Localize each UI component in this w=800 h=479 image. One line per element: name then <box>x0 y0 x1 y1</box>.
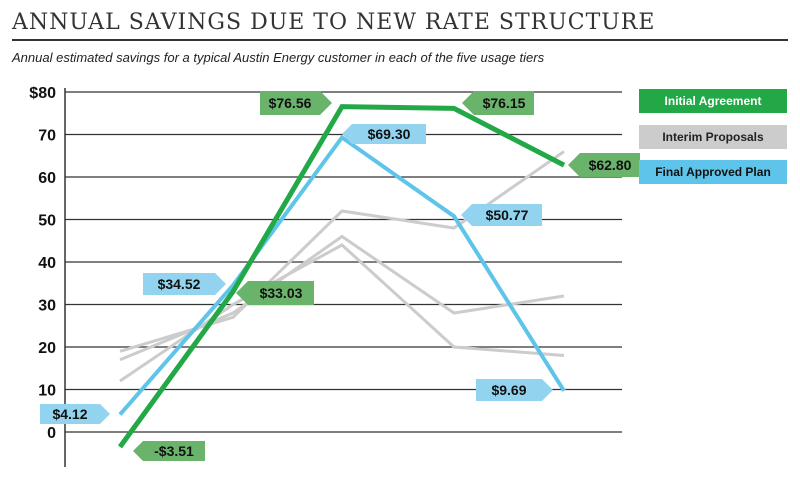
data-label-final-approved-plan-4-tag <box>461 204 542 226</box>
data-label-final-approved-plan-3: $69.30 <box>368 126 411 142</box>
data-label-final-approved-plan-5-tag <box>476 379 553 401</box>
y-tick-label-20: 20 <box>38 340 56 357</box>
legend-swatch-interim-proposals <box>639 125 787 149</box>
series-line-final-approved-plan <box>118 134 566 416</box>
y-tick-label-60: 60 <box>38 170 56 187</box>
data-label-initial-agreement-3: $76.56 <box>269 95 312 111</box>
data-label-initial-agreement-5-tag <box>568 153 640 177</box>
data-label-initial-agreement-4: $76.15 <box>483 95 526 111</box>
y-tick-label-40: 40 <box>38 255 56 272</box>
y-tick-label-30: 30 <box>38 298 56 315</box>
data-label-final-approved-plan-1-tag <box>40 404 110 424</box>
data-label-initial-agreement-3-tag <box>260 91 332 115</box>
chart-subtitle: Annual estimated savings for a typical A… <box>11 50 545 65</box>
data-label-final-approved-plan-5: $9.69 <box>491 382 526 398</box>
legend: Initial Agreement Interim Proposals Final … <box>639 89 787 184</box>
y-tick-label-10: 10 <box>38 383 56 400</box>
data-label-final-approved-plan-2: $34.52 <box>158 276 201 292</box>
series-line-interim-proposals-1 <box>119 150 565 353</box>
legend-label-initial-agreement: Initial Agreement <box>665 94 762 108</box>
data-label-initial-agreement-1-tag <box>133 441 205 461</box>
legend-label-final-approved-plan: Final Approved Plan <box>655 165 771 179</box>
series-lines <box>117 104 566 449</box>
data-label-initial-agreement-4-tag <box>462 91 534 115</box>
y-tick-label-80: $80 <box>29 85 56 102</box>
grid-lines <box>64 88 622 467</box>
y-axis-ticks: $80 70 60 50 40 30 20 10 0 <box>29 85 56 442</box>
data-labels: -$3.51 $33.03 $76.56 $76.15 $62.80 $4.12 $34.5… <box>40 91 640 461</box>
series-line-interim-proposals-3 <box>119 243 565 383</box>
chart-title: ANNUAL SAVINGS DUE TO NEW RATE STRUCTURE <box>11 10 655 35</box>
series-line-initial-agreement <box>117 104 566 449</box>
data-label-final-approved-plan-3-tag <box>342 124 426 144</box>
data-label-initial-agreement-2: $33.03 <box>260 285 303 301</box>
data-label-initial-agreement-1: -$3.51 <box>154 443 194 459</box>
legend-swatch-initial-agreement <box>639 89 787 113</box>
y-tick-label-50: 50 <box>38 213 56 230</box>
y-tick-label-70: 70 <box>38 128 56 145</box>
data-label-final-approved-plan-1: $4.12 <box>52 406 87 422</box>
data-label-final-approved-plan-4: $50.77 <box>486 207 529 223</box>
legend-swatch-final-approved-plan <box>639 160 787 184</box>
y-tick-label-0: 0 <box>47 425 56 442</box>
legend-label-interim-proposals: Interim Proposals <box>662 130 764 144</box>
data-label-final-approved-plan-2-tag <box>143 273 226 295</box>
data-label-initial-agreement-5: $62.80 <box>589 157 632 173</box>
data-label-initial-agreement-2-tag <box>236 281 314 305</box>
